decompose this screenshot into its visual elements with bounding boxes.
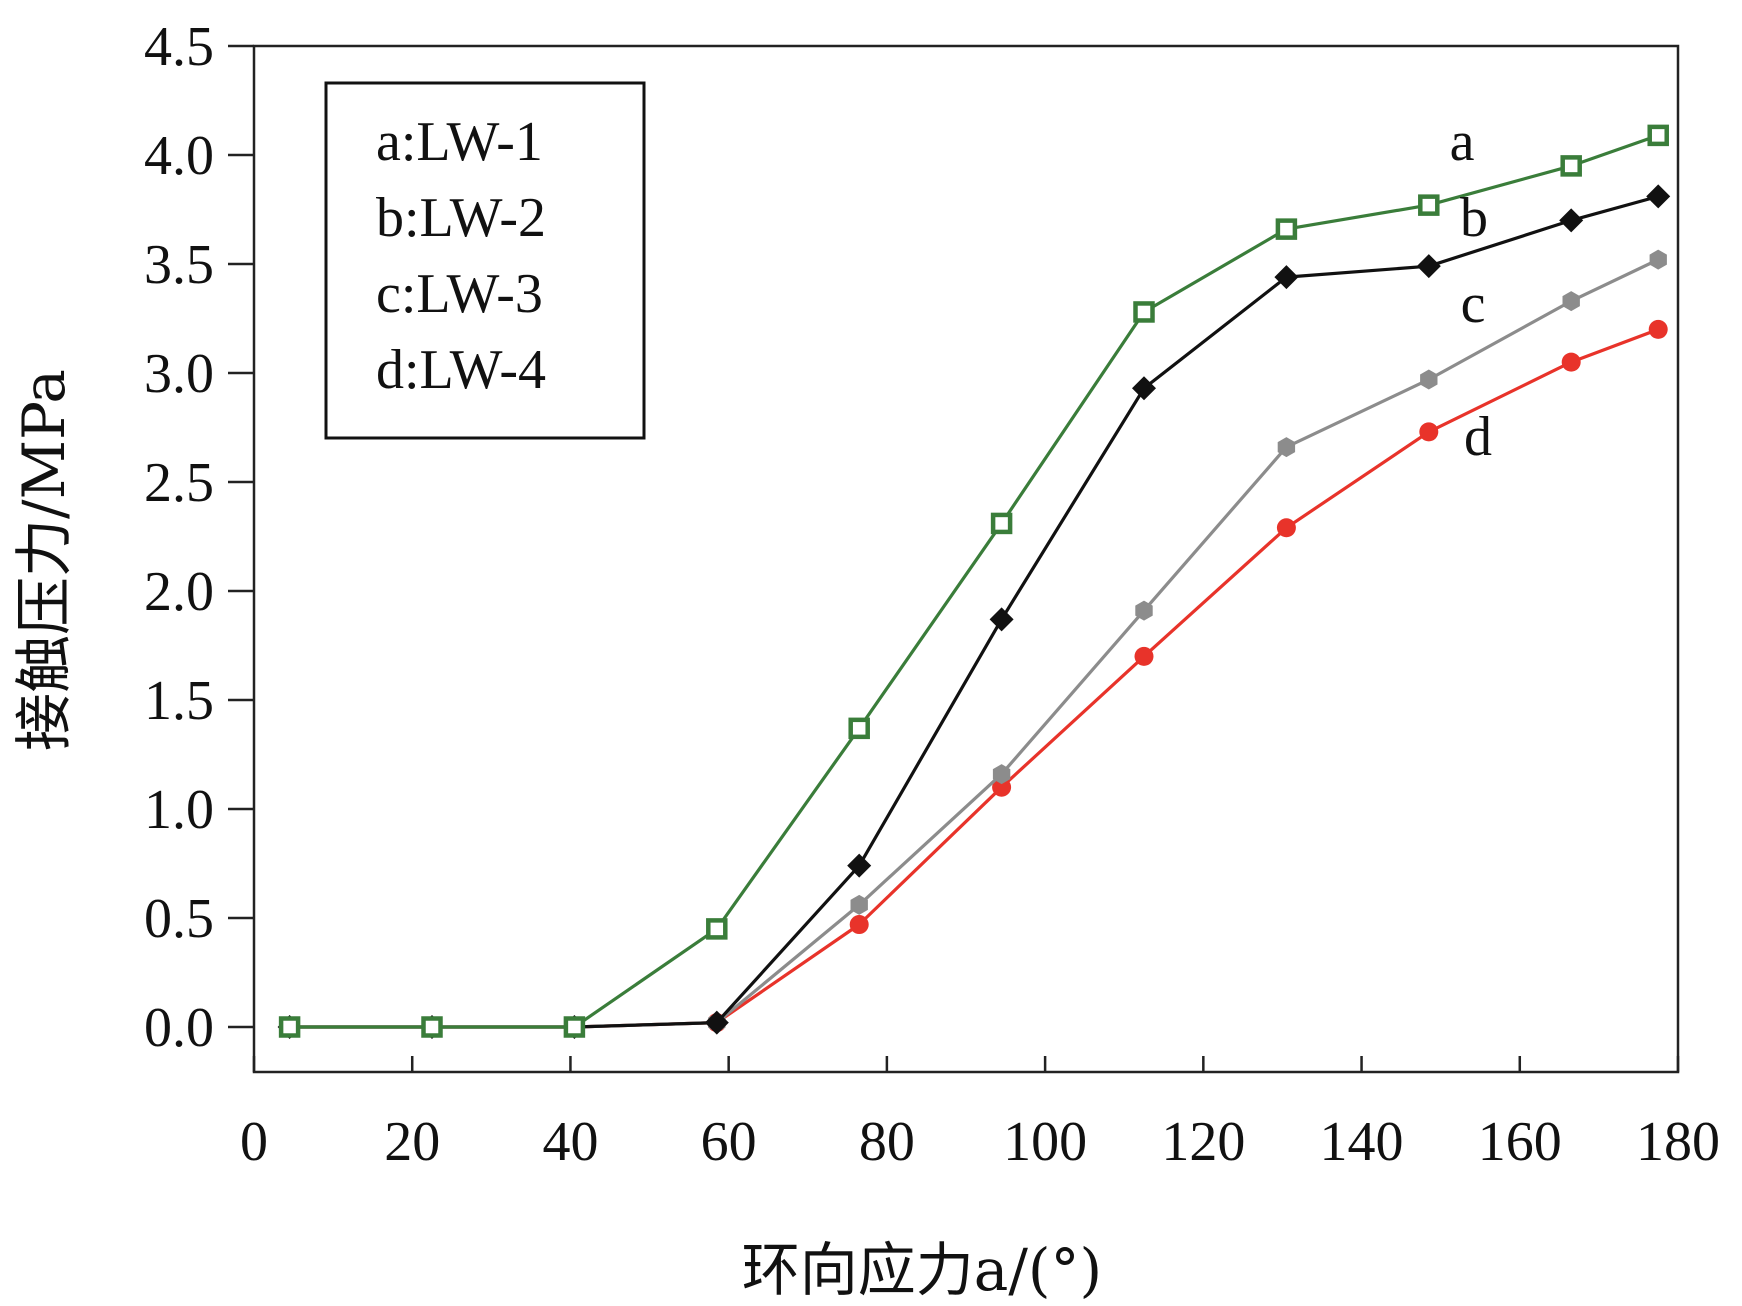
data-point [849, 915, 869, 935]
x-axis-tick-labels: 0 20 40 60 80 100 120 140 160 180 [240, 1111, 1720, 1173]
data-point [1649, 249, 1667, 270]
legend-entry-a: a:LW-1 [376, 111, 543, 173]
y-axis-title: 接触压力/MPa [10, 369, 78, 751]
x-tick-label: 80 [859, 1111, 915, 1173]
y-tick-label: 3.0 [144, 343, 214, 405]
y-tick-label: 1.5 [144, 670, 214, 732]
data-point [989, 607, 1014, 632]
curve-label-b: b [1460, 187, 1488, 249]
y-tick-label: 2.5 [144, 452, 214, 514]
x-tick-label: 100 [1003, 1111, 1087, 1173]
data-point [1419, 422, 1439, 442]
y-tick-label: 2.0 [144, 561, 214, 623]
data-point [1646, 184, 1671, 209]
data-point [1416, 254, 1441, 279]
data-point [706, 918, 728, 940]
series-layer [277, 124, 1671, 1039]
data-point [990, 512, 1013, 535]
data-point [704, 1010, 729, 1035]
data-point [1420, 369, 1438, 390]
data-point [421, 1016, 443, 1038]
data-point [278, 1016, 301, 1038]
y-tick-label: 1.0 [144, 779, 214, 841]
x-tick-label: 60 [701, 1111, 757, 1173]
data-point [992, 777, 1012, 797]
data-point [1275, 218, 1298, 240]
x-tick-label: 20 [384, 1111, 440, 1173]
data-point [1648, 319, 1668, 339]
data-point [848, 717, 870, 740]
x-tick-label: 120 [1161, 1111, 1245, 1173]
x-tick-label: 0 [240, 1111, 268, 1173]
y-tick-label: 3.5 [144, 234, 214, 296]
data-point [992, 764, 1011, 785]
legend-entry-b: b:LW-2 [376, 187, 546, 249]
curve-labels: abc d [1450, 111, 1492, 468]
data-point [563, 1016, 586, 1038]
x-tick-label: 140 [1320, 1111, 1404, 1173]
y-tick-label: 0.0 [144, 997, 214, 1059]
x-tick-label: 40 [542, 1111, 598, 1173]
data-point [1132, 376, 1156, 401]
x-tick-label: 160 [1478, 1111, 1562, 1173]
x-axis-title: 环向应力a/(°) [742, 1236, 1102, 1304]
series-a [278, 124, 1669, 1038]
legend-entry-c: c:LW-3 [376, 263, 543, 325]
y-tick-label: 4.5 [144, 16, 214, 78]
data-point [850, 894, 868, 915]
curve-label-c: c [1461, 273, 1486, 335]
legend-box [324, 81, 646, 440]
y-axis-tick-labels: 0.0 0.5 1.0 1.5 2.0 2.5 3.0 3.5 4.0 4.5 [144, 16, 214, 1059]
data-point [1277, 437, 1296, 458]
x-tick-label: 180 [1636, 1111, 1720, 1173]
data-point [1133, 301, 1155, 323]
data-point [1276, 518, 1296, 538]
y-tick-label: 4.0 [144, 125, 214, 187]
data-point [1135, 600, 1153, 621]
data-point [1562, 291, 1580, 312]
data-point [1418, 194, 1440, 216]
curve-label-a: a [1450, 111, 1475, 173]
data-point [1647, 124, 1669, 147]
data-point [1274, 265, 1299, 290]
data-point [1559, 208, 1584, 233]
data-point [847, 853, 872, 878]
data-point [1560, 155, 1582, 177]
legend: a:LW-1 b:LW-2 c:LW-3 d:LW-4 [324, 81, 646, 440]
curve-label-d: d [1464, 406, 1492, 468]
y-tick-label: 0.5 [144, 888, 214, 950]
legend-entry-d: d:LW-4 [376, 339, 546, 401]
data-point [1561, 352, 1581, 372]
plot-frame [252, 44, 1680, 1074]
data-point [1134, 646, 1154, 666]
